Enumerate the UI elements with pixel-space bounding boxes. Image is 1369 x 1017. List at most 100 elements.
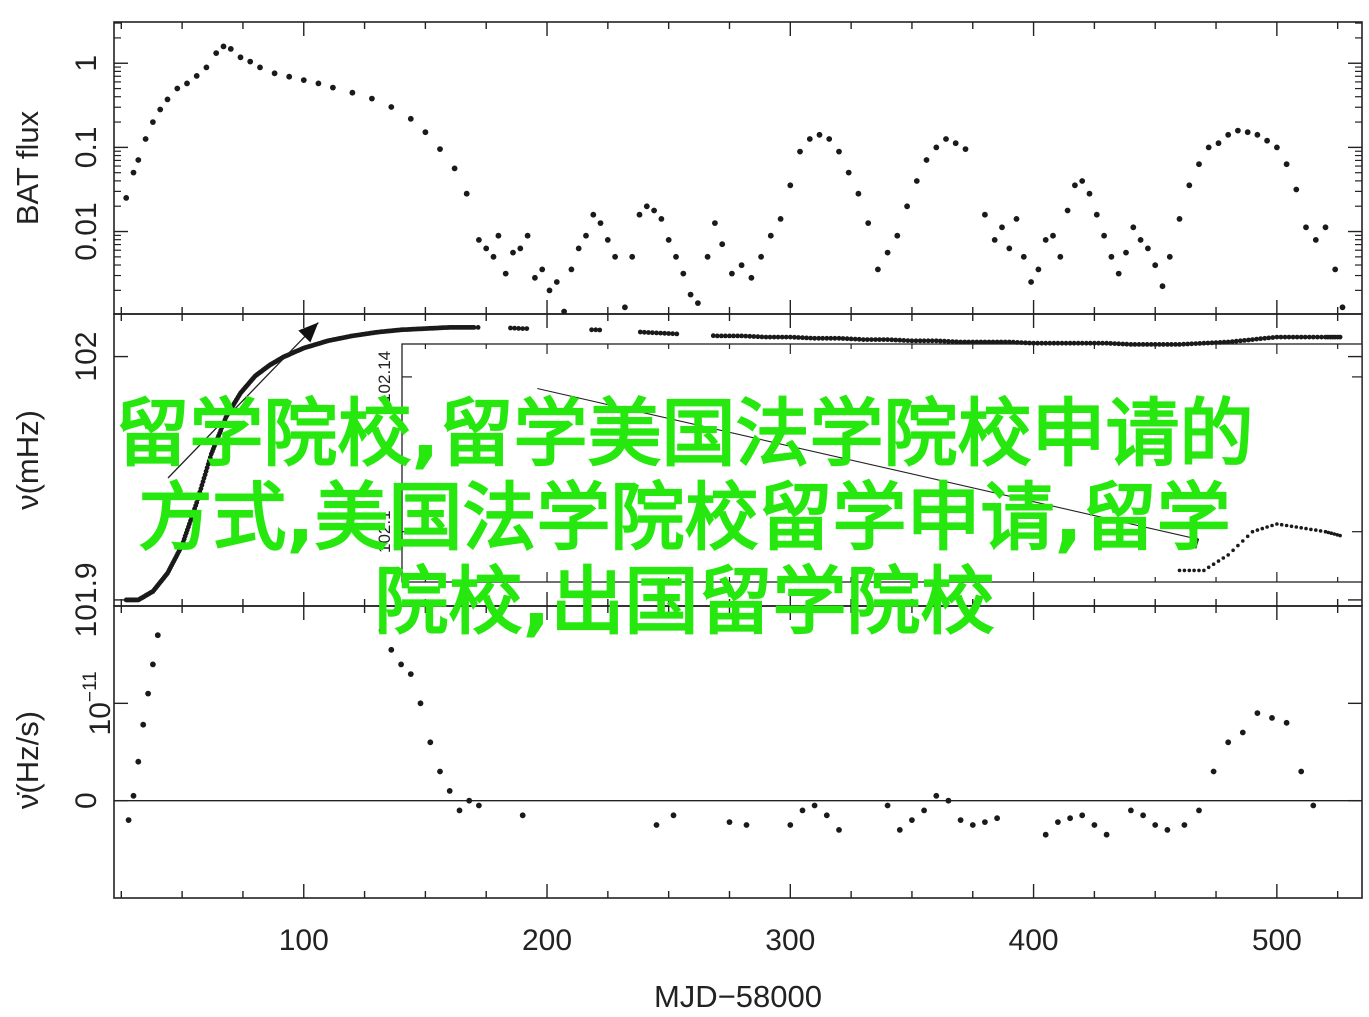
bat-flux-point [1244,129,1251,136]
frequency-point [796,335,801,340]
frequency-point [1250,337,1255,342]
frequency-point [662,330,667,336]
bat-flux-point [787,182,794,189]
spin-derivative-point [896,827,903,833]
bat-flux-point [826,136,833,142]
bat-flux-point [643,203,650,210]
bat-flux-point [1186,182,1193,189]
inset-residual-point [1332,532,1337,536]
bat-flux-point [845,169,852,176]
bat-flux-point [451,165,458,172]
bat-flux-point [991,237,998,243]
frequency-point [1201,340,1207,346]
bat-flux-point [590,211,597,218]
bat-flux-point [510,249,516,256]
frequency-point [1132,342,1138,347]
frequency-point [1035,340,1040,346]
bat-flux-point [748,274,755,281]
frequency-point [828,335,834,341]
bat-flux-point [203,64,210,71]
bat-flux-point [164,96,171,103]
bat-flux-point [150,119,156,125]
frequency-point [877,337,882,342]
bat-flux-point [1072,182,1078,189]
inset-residual-point [1241,539,1245,543]
frequency-point [982,339,988,345]
spin-derivative-point [823,812,830,819]
frequency-point [1104,340,1109,346]
spin-derivative-point [982,819,988,825]
frequency-point [925,338,931,344]
spin-derivative-point [417,700,424,707]
bat-flux-point [330,84,336,91]
frequency-point [1136,342,1142,347]
y-tick-label: 10−11 [80,671,117,735]
bat-flux-point [271,70,278,77]
frequency-point [1213,340,1219,345]
bat-flux-point [806,136,813,142]
zoom-arrow-head [298,322,319,343]
inset-residual-point [1221,556,1226,560]
frequency-point [1059,340,1065,346]
bat-flux-point [952,140,959,147]
bat-flux-point [227,46,234,52]
bat-flux-point [1254,131,1261,138]
bat-flux-point [982,211,988,218]
bat-flux-point [1303,224,1309,231]
spin-derivative-point [957,817,964,823]
frequency-point [1055,340,1061,346]
bat-flux-point [687,291,694,298]
bat-flux-point [636,211,643,218]
frequency-point [783,334,789,340]
frequency-point [1193,341,1199,346]
y-tick-label: 102 [70,332,103,382]
spin-derivative-point [407,671,414,677]
frequency-point [1238,338,1243,344]
inset-residual-point [1329,531,1334,535]
frequency-point [516,326,521,331]
spin-derivative-point [726,819,733,825]
inset-residual-point [1231,548,1235,553]
inset-residual-point [1314,528,1318,532]
bat-flux-point [220,43,227,50]
frequency-point [820,335,826,341]
frequency-point [962,339,968,345]
bat-flux-point [184,80,190,87]
frequency-point [1148,342,1154,347]
bat-flux-point [797,148,803,155]
frequency-point [816,335,822,341]
frequency-point [1079,340,1085,346]
frequency-point [808,335,813,341]
bat-flux-point [476,237,482,243]
bat-flux-point [539,266,546,273]
frequency-point [731,333,736,339]
frequency-point [710,333,716,339]
bat-flux-point [604,237,611,243]
frequency-point [654,330,659,336]
frequency-point [1096,340,1101,346]
bat-flux-point [517,245,524,252]
frequency-point [1128,342,1134,347]
frequency-point [597,327,603,333]
spin-derivative-point [994,815,1000,822]
spin-derivative-point [456,807,463,814]
frequency-point [1229,339,1235,344]
spin-derivative-point [921,807,927,814]
frequency-point [1015,340,1020,345]
spin-derivative-point [945,797,952,804]
y-tick-label: 1 [70,55,103,72]
bat-flux-point [612,253,618,260]
spin-derivative-point [836,827,842,833]
inset-residual-point [1265,525,1269,529]
frequency-point [1221,339,1227,345]
y-axis-label-frequency: ν(mHz) [10,410,45,510]
bat-flux-point [123,195,130,201]
spin-derivative-point [1042,831,1049,838]
spin-derivative-point [398,661,404,668]
frequency-point [520,326,526,331]
frequency-point [1262,335,1268,341]
inset-residual-point [1270,523,1274,528]
frequency-point [763,334,769,340]
frequency-point [946,339,951,344]
spin-derivative-point [1181,822,1188,828]
